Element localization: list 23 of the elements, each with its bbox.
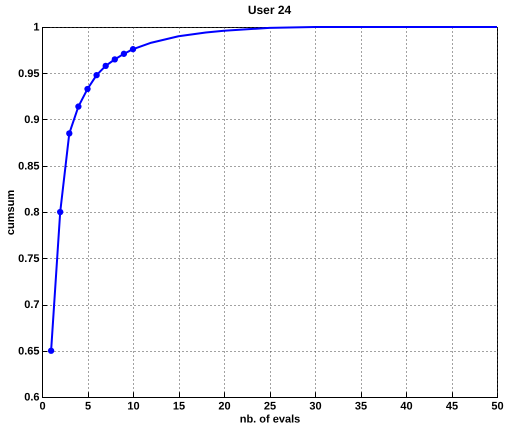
y-tick-label: 0.75 (18, 252, 40, 265)
x-tick-label: 50 (491, 400, 504, 412)
x-tick-label: 45 (446, 400, 458, 412)
x-tick-label: 0 (39, 400, 46, 412)
x-tick-label: 15 (172, 400, 186, 412)
y-tick-label: 1 (33, 22, 40, 34)
y-tick-label: 0.8 (24, 206, 40, 218)
y-axis-title: cumsum (5, 190, 18, 236)
x-tick-label: 10 (127, 400, 140, 412)
x-tick-label: 25 (264, 400, 276, 412)
y-tick-label: 0.7 (24, 299, 40, 311)
y-tick-label: 0.65 (18, 345, 40, 358)
y-tick-label: 0.85 (18, 160, 40, 172)
x-tick-label: 30 (309, 400, 322, 412)
y-tick-label: 0.95 (18, 68, 40, 80)
x-tick-label: 5 (84, 400, 92, 412)
y-tick-label: 0.6 (24, 392, 40, 404)
x-axis-title: nb. of evals (240, 414, 300, 426)
chart-title: User 24 (248, 3, 292, 17)
x-tick-label: 35 (354, 400, 368, 412)
y-tick-label: 0.9 (24, 114, 40, 126)
x-tick-label: 20 (218, 400, 231, 412)
x-tick-label: 40 (400, 400, 413, 412)
